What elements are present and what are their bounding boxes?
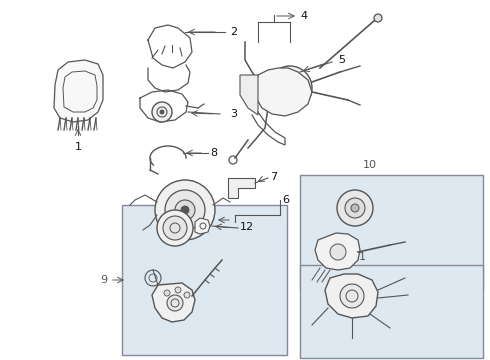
Circle shape xyxy=(160,110,164,114)
Text: 1: 1 xyxy=(74,142,81,152)
Text: 7: 7 xyxy=(270,172,277,182)
Circle shape xyxy=(374,14,382,22)
Circle shape xyxy=(340,284,364,308)
Circle shape xyxy=(181,206,189,214)
Text: 9: 9 xyxy=(100,275,108,285)
Polygon shape xyxy=(195,218,210,234)
Text: 4: 4 xyxy=(300,11,307,21)
Circle shape xyxy=(157,210,193,246)
Text: 10: 10 xyxy=(363,160,377,170)
Polygon shape xyxy=(315,233,360,270)
Polygon shape xyxy=(240,75,258,115)
Text: 6: 6 xyxy=(282,195,289,205)
Circle shape xyxy=(337,190,373,226)
Polygon shape xyxy=(152,283,195,322)
Circle shape xyxy=(163,216,187,240)
Circle shape xyxy=(175,287,181,293)
Text: 11: 11 xyxy=(353,252,367,262)
Text: 12: 12 xyxy=(240,222,254,232)
Circle shape xyxy=(152,102,172,122)
Circle shape xyxy=(351,204,359,212)
Text: 8: 8 xyxy=(210,148,217,158)
Bar xyxy=(122,205,287,355)
Text: 2: 2 xyxy=(230,27,237,37)
Circle shape xyxy=(184,292,190,298)
Polygon shape xyxy=(54,60,103,122)
Circle shape xyxy=(175,200,195,220)
Text: 5: 5 xyxy=(338,55,345,65)
Circle shape xyxy=(345,198,365,218)
Polygon shape xyxy=(228,178,255,198)
Bar xyxy=(300,175,483,290)
Circle shape xyxy=(330,244,346,260)
Circle shape xyxy=(155,180,215,240)
Circle shape xyxy=(276,74,304,102)
Circle shape xyxy=(167,295,183,311)
Polygon shape xyxy=(325,274,378,318)
Bar xyxy=(300,265,483,358)
Circle shape xyxy=(165,190,205,230)
Text: 3: 3 xyxy=(230,109,237,119)
Circle shape xyxy=(268,66,312,110)
Polygon shape xyxy=(255,68,312,116)
Circle shape xyxy=(164,290,170,296)
